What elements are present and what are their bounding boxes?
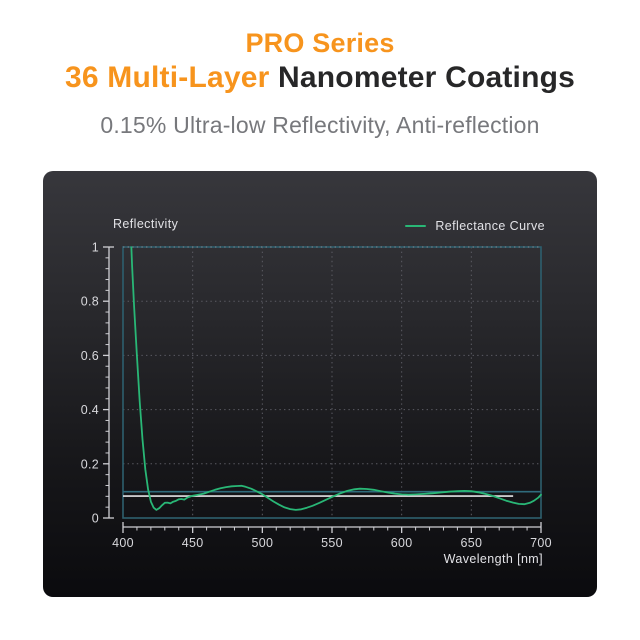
x-tick-label: 600: [391, 536, 413, 550]
chart-panel: 0 0.2 0.4 0.6 0.8 1 400 450 500 550 600 650 700 Refl…: [43, 171, 597, 597]
y-axis-title: Reflectivity: [113, 217, 179, 231]
y-tick-label: 0: [92, 512, 99, 526]
y-tick-label: 0.2: [81, 457, 99, 471]
subtitle: 0.15% Ultra-low Reflectivity, Anti-refle…: [100, 111, 540, 138]
y-tick-label: 0.4: [81, 403, 99, 417]
title-line2-rest: Nanometer Coatings: [269, 61, 576, 95]
x-tick-label: 650: [460, 536, 482, 550]
x-tick-label: 550: [321, 536, 343, 550]
title-line2-accent: 36 Multi-Layer: [64, 61, 270, 95]
y-tick-label: 0.8: [81, 295, 99, 309]
x-tick-label: 450: [182, 536, 204, 550]
x-tick-label: 700: [530, 536, 552, 550]
plot-frame: [122, 246, 542, 519]
reflectance-curve-line: [130, 246, 542, 511]
header: PRO Series 36 Multi-Layer Nanometer Coat…: [0, 28, 640, 139]
x-tick-label: 400: [112, 536, 134, 550]
title-line2: 36 Multi-Layer Nanometer Coatings: [0, 61, 640, 96]
x-tick-label: 500: [251, 536, 273, 550]
legend-label: Reflectance Curve: [435, 219, 545, 233]
x-axis-title: Wavelength [nm]: [443, 552, 543, 566]
legend-line-swatch: [405, 225, 427, 227]
legend: Reflectance Curve: [405, 219, 545, 233]
title-line1: PRO Series: [245, 28, 395, 58]
y-tick-label: 1: [92, 241, 99, 255]
y-tick-label: 0.6: [81, 349, 99, 363]
reflectance-chart: 0 0.2 0.4 0.6 0.8 1 400 450 500 550 600 650 700: [81, 241, 552, 551]
